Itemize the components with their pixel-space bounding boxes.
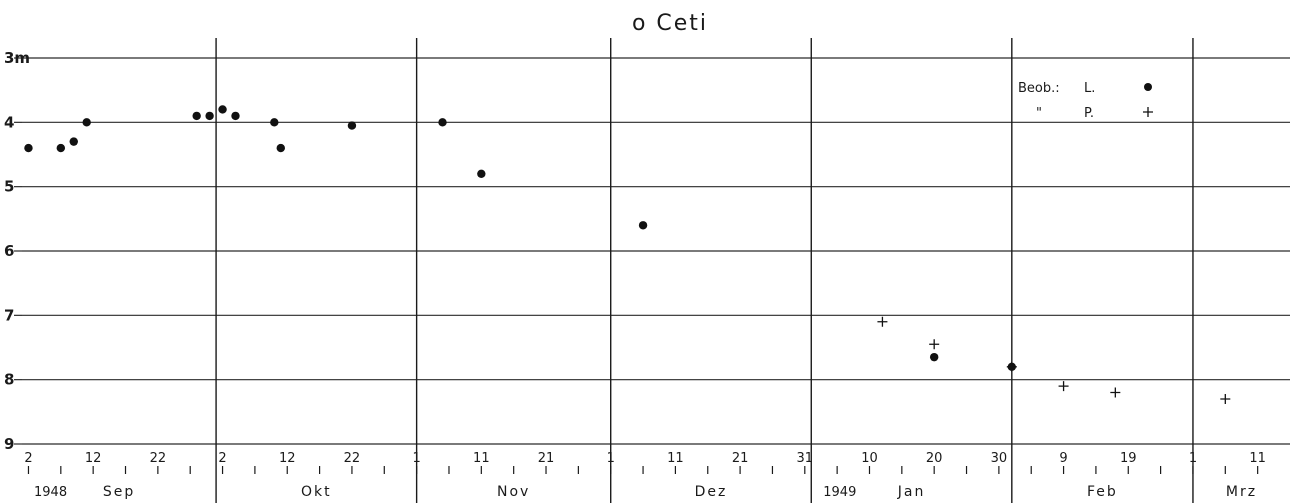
legend: Beob.: L. " P. (1018, 81, 1153, 121)
legend-plus-marker (1143, 107, 1153, 117)
month-label: Okt (301, 484, 332, 500)
data-point-l (477, 169, 486, 178)
data-point-p (877, 316, 888, 327)
ytick-label: 9 (4, 435, 14, 453)
points-layer (24, 105, 1231, 404)
day-tick-label: 22 (150, 451, 167, 466)
legend-observer-label: Beob.: (1018, 81, 1060, 96)
day-tick-label: 1 (1189, 451, 1197, 466)
year-label: 1949 (823, 485, 856, 500)
chart-title: o Ceti (632, 11, 708, 36)
data-point-p (1058, 381, 1069, 392)
data-point-l (56, 143, 66, 153)
day-tick-label: 1 (607, 451, 615, 466)
day-tick-label: 31 (797, 451, 814, 466)
day-tick-label: 21 (732, 451, 749, 466)
day-tick-label: 21 (538, 451, 555, 466)
day-tick-label: 2 (24, 451, 32, 466)
data-point-l (929, 352, 939, 362)
month-label: Mrz (1226, 484, 1257, 500)
day-tick-label: 12 (279, 451, 296, 466)
data-point-l (231, 111, 240, 121)
legend-dot-marker (1144, 83, 1152, 91)
data-point-l (205, 111, 214, 121)
day-tick-label: 11 (667, 451, 684, 466)
day-tick-label: 12 (85, 451, 102, 466)
ytick-label: 4 (4, 113, 14, 131)
day-tick-label: 11 (473, 451, 490, 466)
data-point-l (347, 121, 357, 130)
day-tick-label: 22 (344, 451, 361, 466)
data-point-p (929, 339, 940, 350)
ytick-label: 3m (4, 49, 30, 67)
day-tick-label: 11 (1249, 451, 1266, 466)
day-tick-label: 9 (1059, 451, 1067, 466)
data-point-p (1110, 387, 1121, 398)
data-point-p (1006, 361, 1017, 372)
ytick-label: 7 (4, 306, 14, 324)
data-point-l (192, 111, 201, 121)
data-point-p (1220, 393, 1231, 404)
grid-layer (14, 38, 1290, 503)
legend-observer-label: " (1036, 106, 1042, 121)
month-label: Nov (497, 484, 530, 500)
legend-entry-name: P. (1084, 106, 1094, 121)
month-label: Sep (103, 484, 135, 500)
day-tick-label: 2 (218, 451, 226, 466)
legend-entry-name: L. (1084, 81, 1095, 96)
month-label: Feb (1087, 484, 1118, 500)
data-point-l (24, 143, 33, 153)
day-tick-label: 30 (991, 451, 1008, 466)
ytick-label: 6 (4, 242, 14, 260)
month-label: Dez (695, 484, 728, 500)
data-point-l (69, 137, 78, 146)
data-point-l (270, 118, 279, 127)
year-label: 1948 (34, 485, 67, 500)
day-tick-label: 10 (861, 451, 878, 466)
data-point-l (218, 105, 227, 114)
data-point-l (276, 143, 285, 153)
day-tick-label: 1 (412, 451, 420, 466)
day-tick-label: 19 (1120, 451, 1137, 466)
data-point-l (438, 118, 447, 127)
data-point-l (82, 118, 91, 127)
data-point-l (638, 221, 648, 230)
ytick-label: 5 (4, 178, 14, 196)
day-tick-label: 20 (926, 451, 943, 466)
ytick-label: 8 (4, 371, 14, 389)
month-label: Jan (897, 484, 926, 500)
